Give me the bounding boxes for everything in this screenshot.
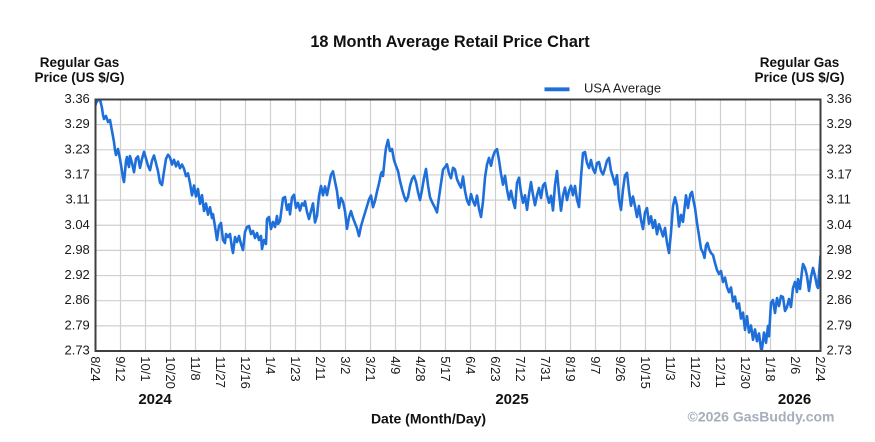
- svg-text:11/3: 11/3: [663, 356, 678, 380]
- svg-text:3.04: 3.04: [64, 217, 89, 232]
- svg-text:10/15: 10/15: [638, 356, 653, 389]
- svg-text:7/31: 7/31: [538, 356, 553, 381]
- svg-text:2/24: 2/24: [813, 356, 828, 381]
- svg-text:2.79: 2.79: [64, 317, 89, 332]
- svg-text:6/4: 6/4: [463, 356, 478, 374]
- svg-text:2.92: 2.92: [827, 267, 852, 282]
- svg-text:2026: 2026: [778, 391, 811, 408]
- svg-text:11/22: 11/22: [688, 356, 703, 388]
- svg-text:2.86: 2.86: [827, 292, 852, 307]
- svg-text:2.73: 2.73: [64, 343, 89, 358]
- svg-text:10/20: 10/20: [163, 356, 178, 389]
- svg-text:2024: 2024: [138, 391, 172, 408]
- svg-text:9/26: 9/26: [613, 356, 628, 381]
- svg-text:18 Month Average Retail Price: 18 Month Average Retail Price Chart: [310, 33, 590, 51]
- svg-text:Price (US $/G): Price (US $/G): [754, 70, 844, 85]
- svg-text:7/12: 7/12: [513, 356, 528, 381]
- svg-text:12/16: 12/16: [238, 356, 253, 389]
- svg-text:2.79: 2.79: [827, 317, 852, 332]
- svg-text:2/11: 2/11: [313, 356, 328, 380]
- svg-text:4/9: 4/9: [388, 356, 403, 374]
- svg-text:4/28: 4/28: [413, 356, 428, 381]
- svg-text:2025: 2025: [495, 391, 528, 408]
- svg-text:11/27: 11/27: [213, 356, 228, 388]
- svg-text:11/8: 11/8: [188, 356, 203, 380]
- svg-text:3.17: 3.17: [64, 166, 89, 181]
- svg-text:3/2: 3/2: [338, 356, 353, 374]
- svg-text:Date (Month/Day): Date (Month/Day): [371, 411, 486, 427]
- svg-text:3/21: 3/21: [363, 356, 378, 381]
- svg-text:3.17: 3.17: [827, 166, 852, 181]
- svg-text:3.36: 3.36: [827, 91, 852, 106]
- svg-text:1/18: 1/18: [763, 356, 778, 381]
- svg-text:1/23: 1/23: [288, 356, 303, 381]
- svg-text:2.86: 2.86: [64, 292, 89, 307]
- svg-text:12/11: 12/11: [713, 356, 728, 388]
- svg-text:5/17: 5/17: [438, 356, 453, 381]
- svg-text:2.98: 2.98: [64, 242, 89, 257]
- svg-text:Regular Gas: Regular Gas: [40, 55, 120, 70]
- svg-text:2.98: 2.98: [827, 242, 852, 257]
- svg-text:2.92: 2.92: [64, 267, 89, 282]
- svg-text:9/7: 9/7: [588, 356, 603, 374]
- svg-text:3.36: 3.36: [64, 91, 89, 106]
- svg-text:3.23: 3.23: [64, 141, 89, 156]
- svg-text:3.04: 3.04: [827, 217, 852, 232]
- svg-text:3.29: 3.29: [827, 116, 852, 131]
- svg-text:Regular Gas: Regular Gas: [760, 55, 840, 70]
- svg-text:3.29: 3.29: [64, 116, 89, 131]
- svg-text:10/1: 10/1: [138, 356, 153, 381]
- svg-text:9/12: 9/12: [113, 356, 128, 381]
- svg-text:8/19: 8/19: [563, 356, 578, 381]
- svg-text:6/23: 6/23: [488, 356, 503, 381]
- svg-text:1/4: 1/4: [263, 356, 278, 374]
- svg-text:12/30: 12/30: [738, 356, 753, 389]
- svg-text:8/24: 8/24: [88, 356, 103, 381]
- svg-text:2.73: 2.73: [827, 343, 852, 358]
- svg-text:3.11: 3.11: [827, 192, 851, 207]
- svg-text:USA Average: USA Average: [584, 80, 661, 95]
- svg-text:©2026 GasBuddy.com: ©2026 GasBuddy.com: [688, 409, 835, 425]
- svg-text:Price (US $/G): Price (US $/G): [34, 70, 124, 85]
- svg-text:2/6: 2/6: [788, 356, 803, 374]
- svg-text:3.23: 3.23: [827, 141, 852, 156]
- svg-text:3.11: 3.11: [65, 192, 89, 207]
